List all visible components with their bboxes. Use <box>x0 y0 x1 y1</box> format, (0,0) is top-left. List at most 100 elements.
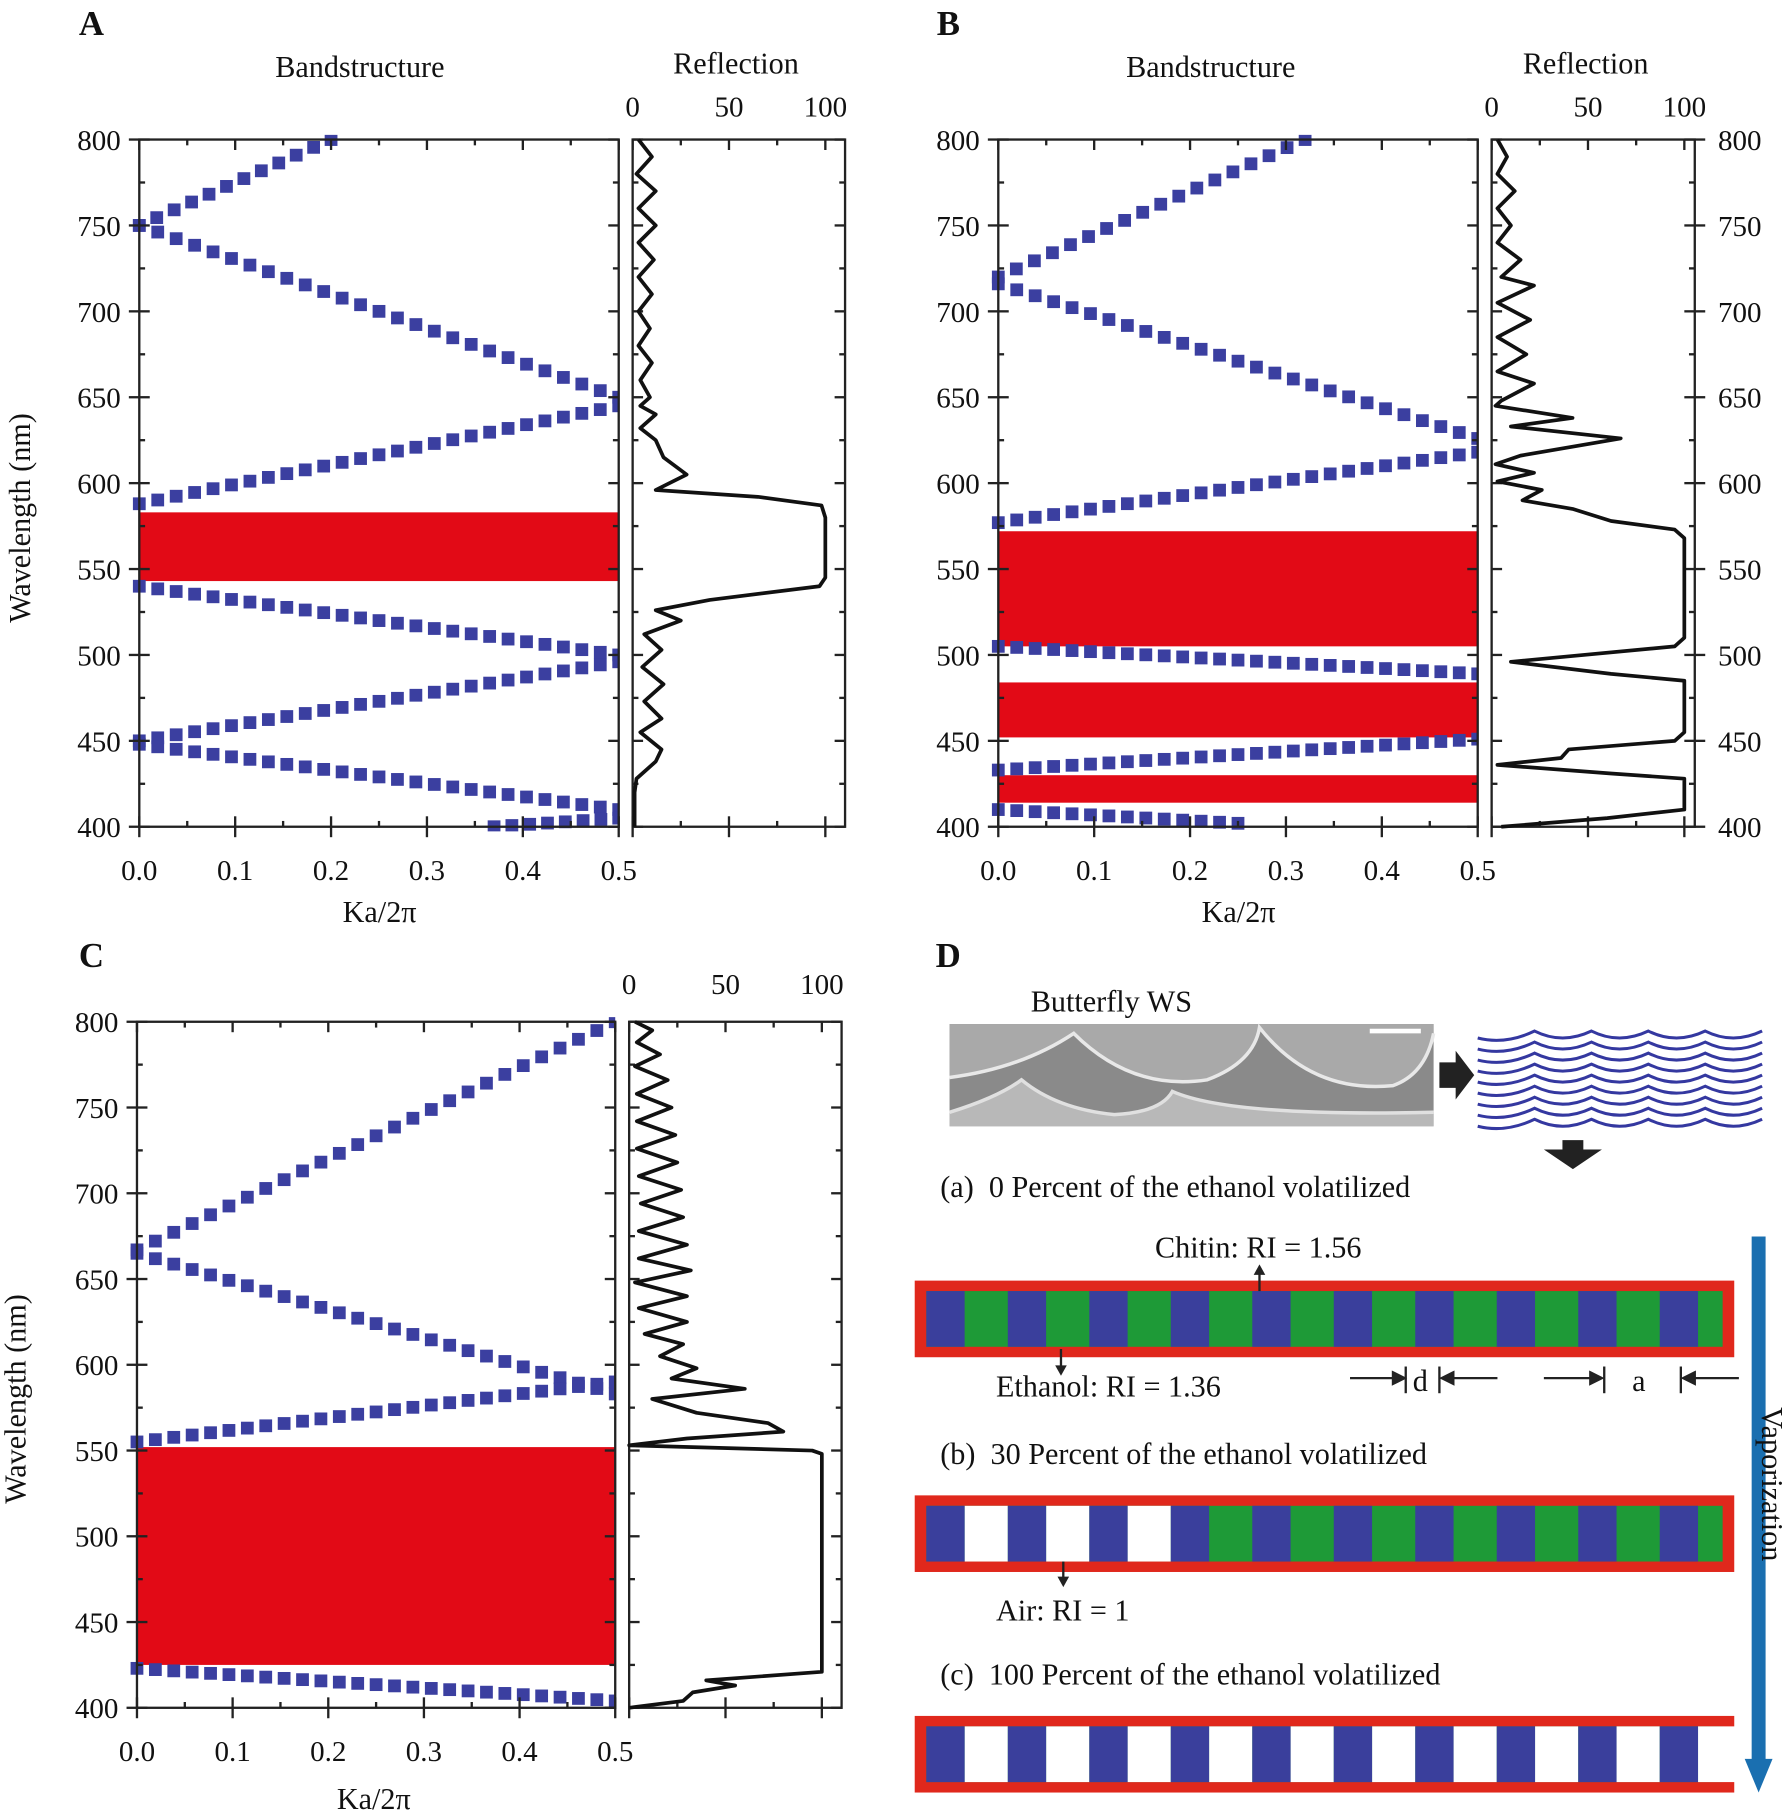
band-point <box>483 676 497 690</box>
chitin-layer <box>1659 1505 1699 1562</box>
band-point <box>1047 295 1060 309</box>
reflection-curve <box>1493 138 1687 829</box>
band-point <box>1028 254 1041 268</box>
band-point <box>391 311 404 325</box>
band-point <box>480 1391 493 1405</box>
band-point <box>1360 396 1374 410</box>
band-point <box>1471 732 1478 746</box>
band-point <box>1379 459 1392 473</box>
band-point <box>1305 378 1319 392</box>
band-point <box>1194 651 1208 665</box>
band-point <box>206 747 220 761</box>
band-point <box>332 1306 346 1320</box>
band-point <box>1139 754 1153 767</box>
y-tick-label-right: 450 <box>1718 726 1762 758</box>
band-point <box>277 1671 291 1685</box>
band-point <box>372 448 386 462</box>
band-point <box>1452 426 1466 439</box>
y-axis-label: Wavelength (nm) <box>0 1294 33 1504</box>
x-tick-label: 0.1 <box>1076 855 1112 887</box>
band-point <box>298 278 312 292</box>
band-point <box>1323 742 1337 756</box>
band-point <box>483 630 497 643</box>
band-point <box>351 1677 365 1690</box>
band-point <box>446 331 460 345</box>
band-point <box>185 1217 199 1230</box>
band-point <box>1082 230 1095 243</box>
band-point <box>480 1349 493 1363</box>
band-point <box>557 640 570 654</box>
band-point <box>516 1360 530 1374</box>
band-point <box>388 1679 401 1693</box>
band-point <box>612 655 619 669</box>
chitin-layer <box>1333 1726 1373 1783</box>
a-dimension <box>1543 1366 1739 1394</box>
band-point <box>1194 814 1208 828</box>
band-point <box>1213 348 1226 362</box>
band-point <box>1194 486 1208 500</box>
band-point <box>1416 453 1429 467</box>
band-point <box>280 710 294 723</box>
band-point <box>1010 762 1024 776</box>
band-point <box>372 614 386 627</box>
y-tick-label: 400 <box>936 812 980 844</box>
band-point <box>575 377 589 391</box>
y-tick-label-right: 650 <box>1718 383 1762 415</box>
band-point <box>572 1380 585 1393</box>
reflection-tick-label: 50 <box>1573 91 1602 123</box>
band-point <box>167 1664 181 1678</box>
panel-label-d: D <box>936 936 961 975</box>
band-point <box>222 1199 236 1213</box>
band-point <box>277 1290 291 1303</box>
band-point <box>1342 390 1356 404</box>
band-point <box>427 437 441 450</box>
band-point <box>516 1059 530 1073</box>
band-point <box>1084 502 1097 516</box>
band-point <box>1434 451 1448 465</box>
chitin-layer <box>1089 1505 1128 1562</box>
band-point <box>1157 649 1171 663</box>
band-point <box>406 1111 420 1125</box>
band-point <box>204 1666 217 1680</box>
air-layer <box>1209 1726 1253 1783</box>
band-point <box>391 616 404 630</box>
x-tick-label: 0.4 <box>1364 855 1401 887</box>
band-point <box>369 1678 383 1692</box>
band-point <box>1434 735 1448 748</box>
band-point <box>225 478 238 492</box>
band-point <box>1010 804 1024 818</box>
x-tick-label: 0.5 <box>601 855 637 887</box>
band-point <box>424 1682 438 1695</box>
band-point <box>446 780 460 794</box>
x-tick-label: 0.0 <box>121 855 157 887</box>
band-point <box>1028 805 1042 819</box>
x-tick-label: 0.3 <box>409 855 445 887</box>
band-point <box>557 795 570 809</box>
y-tick-label: 550 <box>936 554 980 586</box>
wave-line <box>1477 1051 1763 1064</box>
band-point <box>148 1234 162 1248</box>
layer-bar-a <box>914 1280 1735 1358</box>
band-point <box>206 245 220 259</box>
band-point <box>1100 222 1113 235</box>
band-point <box>240 1279 254 1293</box>
band-point <box>148 1252 162 1266</box>
air-layer <box>964 1505 1008 1562</box>
band-point <box>1010 283 1024 297</box>
band-point <box>427 685 441 699</box>
band-point <box>1250 654 1263 668</box>
band-point <box>1065 758 1079 772</box>
band-point <box>1360 739 1374 753</box>
band-point <box>1139 648 1153 662</box>
step-a-label: (a) 0 Percent of the ethanol volatilized <box>940 1170 1410 1204</box>
band-point <box>576 814 590 827</box>
photonic-band-gap <box>136 1447 616 1665</box>
layer-bar-b <box>914 1495 1735 1572</box>
band-point <box>538 364 552 378</box>
band-point <box>1397 663 1411 676</box>
band-point <box>388 1322 401 1336</box>
reflection-curve <box>627 1020 824 1710</box>
